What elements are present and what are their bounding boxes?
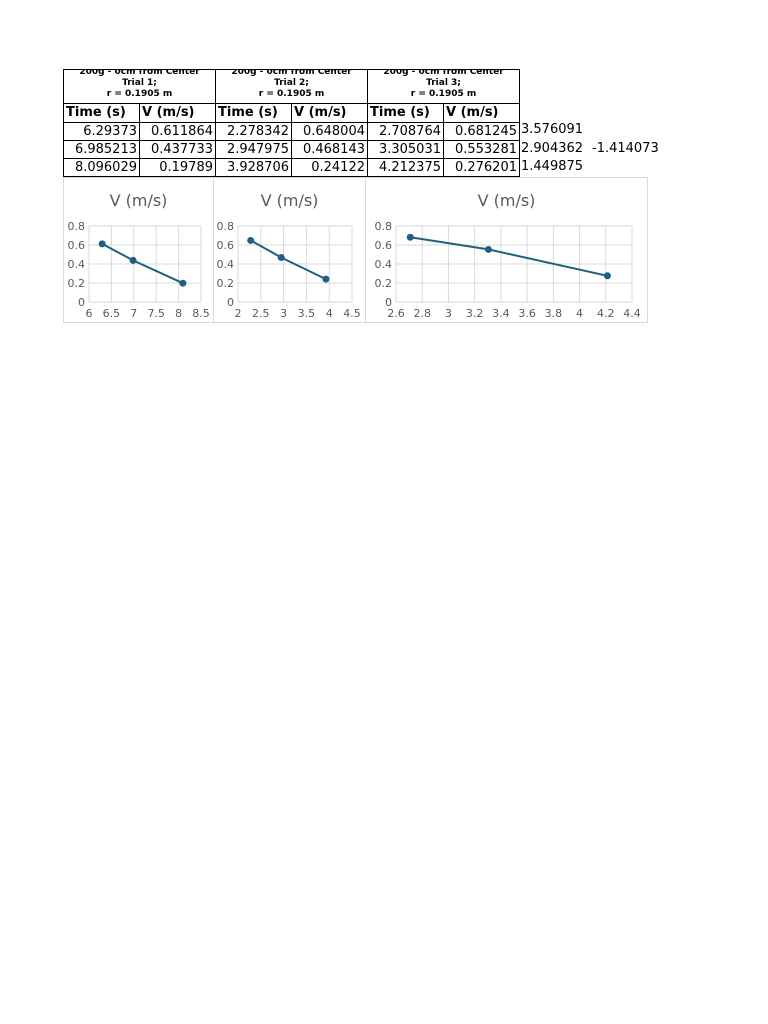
table-cell[interactable]: 2.278342 <box>215 122 292 141</box>
y-tick-label: 0 <box>78 296 85 309</box>
trial-3-time-header[interactable]: Time (s) <box>367 103 444 123</box>
data-point <box>129 256 137 264</box>
y-tick-label: 0.2 <box>375 277 393 290</box>
table-cell[interactable]: 0.468143 <box>291 140 368 159</box>
chart-title: V (m/s) <box>261 191 319 210</box>
data-point <box>406 233 414 241</box>
x-tick-label: 4.5 <box>343 307 361 320</box>
table-row: 8.096029 0.19789 3.928706 0.24122 4.2123… <box>63 158 520 177</box>
table-cell[interactable]: 2.947975 <box>215 140 292 159</box>
x-tick-label: 3.2 <box>466 307 484 320</box>
x-tick-label: 7 <box>130 307 137 320</box>
trial-3-header-line-2: Trial 3; <box>426 78 461 88</box>
chart-border <box>365 177 648 323</box>
table-cell[interactable]: 3.305031 <box>367 140 444 159</box>
x-tick-label: 2.8 <box>413 307 431 320</box>
data-table: 200g - 0cm from Center Trial 1; r = 0.19… <box>63 69 520 177</box>
trial-1-header-line-3: r = 0.1905 m <box>106 89 173 99</box>
table-cell[interactable]: 0.19789 <box>139 158 216 177</box>
trial-2-header-line-1: 200g - 0cm from Center <box>231 69 352 78</box>
table-cell[interactable]: 0.437733 <box>139 140 216 159</box>
x-tick-label: 2 <box>235 307 242 320</box>
data-point <box>247 236 255 244</box>
trial-1-velocity-header[interactable]: V (m/s) <box>139 103 216 123</box>
y-tick-label: 0 <box>227 296 234 309</box>
chart-title: V (m/s) <box>478 191 536 210</box>
y-tick-label: 0.6 <box>217 239 235 252</box>
trial-3-header-line-1: 200g - 0cm from Center <box>383 69 504 78</box>
chart-trial-3[interactable]: V (m/s) 2.6 2.8 3 3.2 3.4 3.6 3.8 4 4.2 4.4 0 0.2 0.4… <box>365 177 648 323</box>
y-tick-label: 0.6 <box>375 239 393 252</box>
x-tick-label: 8.5 <box>192 307 210 320</box>
side-value-4[interactable]: 1.449875 <box>521 159 584 174</box>
table-cell[interactable]: 0.24122 <box>291 158 368 177</box>
x-tick-label: 7.5 <box>147 307 165 320</box>
data-point <box>179 279 187 287</box>
x-tick-label: 3.6 <box>518 307 536 320</box>
data-point <box>277 254 285 262</box>
x-tick-label: 3.5 <box>298 307 316 320</box>
x-tick-label: 8 <box>175 307 182 320</box>
x-tick-label: 6.5 <box>103 307 121 320</box>
x-tick-label: 3.4 <box>492 307 510 320</box>
chart-title: V (m/s) <box>110 191 168 210</box>
trial-3-header-line-3: r = 0.1905 m <box>410 89 477 99</box>
trial-1-time-header[interactable]: Time (s) <box>63 103 140 123</box>
table-cell[interactable]: 6.985213 <box>63 140 140 159</box>
table-cell[interactable]: 0.553281 <box>443 140 520 159</box>
trial-1-header-line-1: 200g - 0cm from Center <box>79 69 200 78</box>
x-tick-label: 3 <box>445 307 452 320</box>
table-row: 6.29373 0.611864 2.278342 0.648004 2.708… <box>63 122 520 141</box>
table-cell[interactable]: 8.096029 <box>63 158 140 177</box>
y-tick-label: 0.4 <box>217 258 235 271</box>
x-tick-label: 6 <box>86 307 93 320</box>
table-cell[interactable]: 0.648004 <box>291 122 368 141</box>
x-tick-label: 3.8 <box>545 307 563 320</box>
chart-trial-1[interactable]: V (m/s) 6 6.5 7 7.5 8 8.5 0 0.2 0.4 0.6 0.8 <box>63 177 214 323</box>
data-point <box>322 275 330 283</box>
y-tick-label: 0.8 <box>217 220 235 233</box>
data-point <box>98 240 106 248</box>
side-value-3[interactable]: -1.414073 <box>592 141 659 156</box>
trial-2-velocity-header[interactable]: V (m/s) <box>291 103 368 123</box>
trial-2-header[interactable]: 200g - 0cm from Center Trial 2; r = 0.19… <box>215 69 368 104</box>
table-cell[interactable]: 0.681245 <box>443 122 520 141</box>
y-tick-label: 0.4 <box>375 258 393 271</box>
table-cell[interactable]: 4.212375 <box>367 158 444 177</box>
table-cell[interactable]: 2.708764 <box>367 122 444 141</box>
trial-2-header-line-2: Trial 2; <box>274 78 309 88</box>
y-tick-label: 0.2 <box>217 277 235 290</box>
x-tick-label: 4 <box>576 307 583 320</box>
x-tick-label: 4 <box>326 307 333 320</box>
y-tick-label: 0.2 <box>68 277 86 290</box>
y-tick-label: 0.8 <box>375 220 393 233</box>
trial-2-time-header[interactable]: Time (s) <box>215 103 292 123</box>
table-cell[interactable]: 3.928706 <box>215 158 292 177</box>
x-tick-label: 4.4 <box>623 307 641 320</box>
x-tick-label: 2.5 <box>252 307 270 320</box>
chart-border <box>213 177 366 323</box>
trial-1-header-line-2: Trial 1; <box>122 78 157 88</box>
y-tick-label: 0 <box>385 296 392 309</box>
table-row: 6.985213 0.437733 2.947975 0.468143 3.30… <box>63 140 520 159</box>
data-point <box>603 272 611 280</box>
x-tick-label: 3 <box>280 307 287 320</box>
x-tick-label: 4.2 <box>597 307 615 320</box>
y-tick-label: 0.8 <box>68 220 86 233</box>
table-cell[interactable]: 0.276201 <box>443 158 520 177</box>
table-cell[interactable]: 0.611864 <box>139 122 216 141</box>
table-cell[interactable]: 6.29373 <box>63 122 140 141</box>
trial-2-header-line-3: r = 0.1905 m <box>258 89 325 99</box>
trial-3-velocity-header[interactable]: V (m/s) <box>443 103 520 123</box>
x-tick-label: 2.6 <box>387 307 405 320</box>
trial-1-header[interactable]: 200g - 0cm from Center Trial 1; r = 0.19… <box>63 69 216 104</box>
data-point <box>484 245 492 253</box>
side-value-1[interactable]: 3.576091 <box>521 122 584 137</box>
chart-trial-2[interactable]: V (m/s) 2 2.5 3 3.5 4 4.5 0 0.2 0.4 0.6 0.8 <box>213 177 366 323</box>
y-tick-label: 0.6 <box>68 239 86 252</box>
side-value-2[interactable]: 2.904362 <box>521 141 584 156</box>
y-tick-label: 0.4 <box>68 258 86 271</box>
trial-3-header[interactable]: 200g - 0cm from Center Trial 3; r = 0.19… <box>367 69 520 104</box>
